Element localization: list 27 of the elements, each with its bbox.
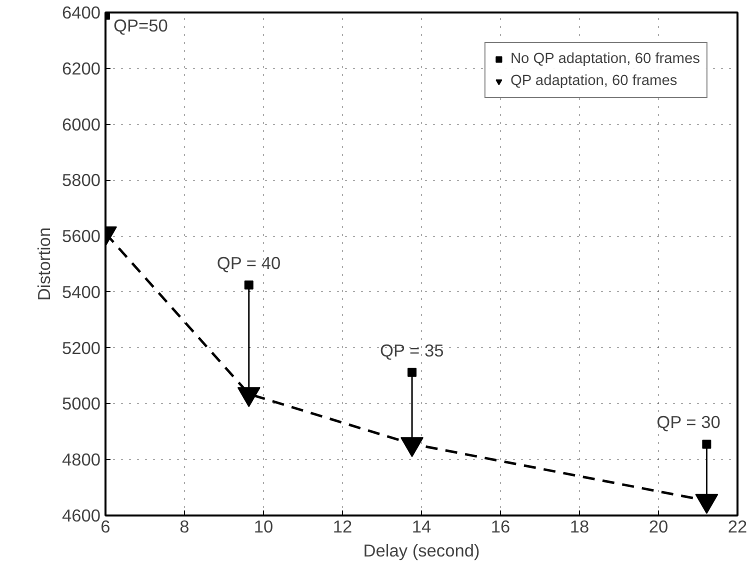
annotation: QP=50 bbox=[114, 15, 168, 36]
y-tick-label: 5400 bbox=[62, 282, 101, 302]
x-tick-label: 16 bbox=[490, 516, 510, 536]
x-tick-label: 22 bbox=[728, 516, 747, 536]
y-tick-label: 6200 bbox=[62, 58, 101, 78]
y-tick-label: 5200 bbox=[62, 338, 101, 358]
y-tick-label: 5600 bbox=[62, 226, 101, 246]
x-tick-label: 8 bbox=[180, 516, 190, 536]
x-tick-label: 10 bbox=[254, 516, 274, 536]
y-tick-label: 5800 bbox=[62, 170, 101, 190]
x-tick-label: 12 bbox=[332, 516, 352, 536]
annotation: QP = 35 bbox=[380, 340, 444, 360]
annotation: QP = 40 bbox=[216, 252, 281, 273]
x-tick-label: 6 bbox=[100, 516, 110, 536]
legend-label: No QP adaptation, 60 frames bbox=[510, 51, 700, 67]
annotation: QP = 30 bbox=[656, 412, 720, 432]
y-tick-label: 4600 bbox=[62, 506, 101, 526]
x-tick-label: 14 bbox=[412, 516, 432, 536]
x-tick-label: 18 bbox=[570, 516, 590, 536]
y-tick-label: 4800 bbox=[62, 450, 101, 470]
legend-label: QP adaptation, 60 frames bbox=[510, 73, 678, 89]
x-tick-label: 20 bbox=[648, 516, 668, 536]
y-axis-title: Distortion bbox=[34, 227, 54, 301]
y-tick-label: 6400 bbox=[62, 2, 101, 22]
y-tick-label: 6000 bbox=[62, 114, 101, 134]
y-tick-label: 5000 bbox=[62, 394, 101, 414]
x-axis-title: Delay (second) bbox=[363, 540, 480, 560]
